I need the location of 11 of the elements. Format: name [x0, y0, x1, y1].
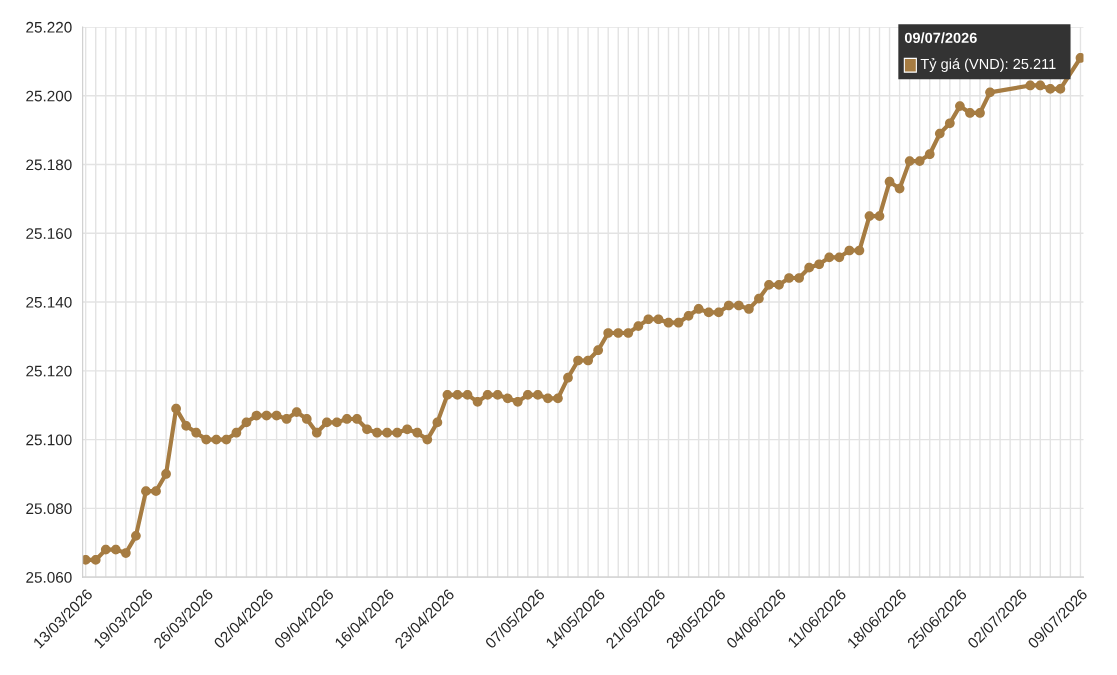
y-tick-label: 25.080 [26, 503, 72, 515]
annotation: Tỷ giá (VND): 25.211 [920, 57, 1056, 72]
y-tick-label: 25.120 [26, 365, 72, 377]
y-tick-label: 25.100 [26, 434, 72, 446]
y-tick-label: 25.140 [26, 296, 72, 308]
y-tick-label: 25.180 [26, 159, 72, 171]
y-tick-label: 25.160 [26, 228, 72, 239]
y-tick-label: 25.200 [26, 90, 72, 102]
y-tick-label: 25.060 [26, 571, 72, 583]
y-tick-label: 25.220 [26, 21, 72, 33]
annotation: 09/07/2026 [904, 32, 977, 44]
